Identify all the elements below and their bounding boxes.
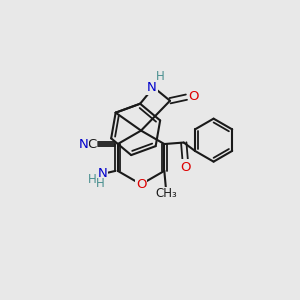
Text: N: N — [147, 81, 157, 94]
Text: C: C — [87, 137, 96, 151]
Text: H: H — [87, 173, 96, 186]
Text: O: O — [189, 90, 199, 103]
Text: H: H — [95, 177, 104, 190]
Text: N: N — [98, 167, 107, 180]
Text: N: N — [79, 137, 88, 151]
Text: O: O — [181, 160, 191, 173]
Text: H: H — [156, 70, 164, 83]
Text: O: O — [136, 178, 146, 191]
Text: CH₃: CH₃ — [155, 188, 177, 200]
